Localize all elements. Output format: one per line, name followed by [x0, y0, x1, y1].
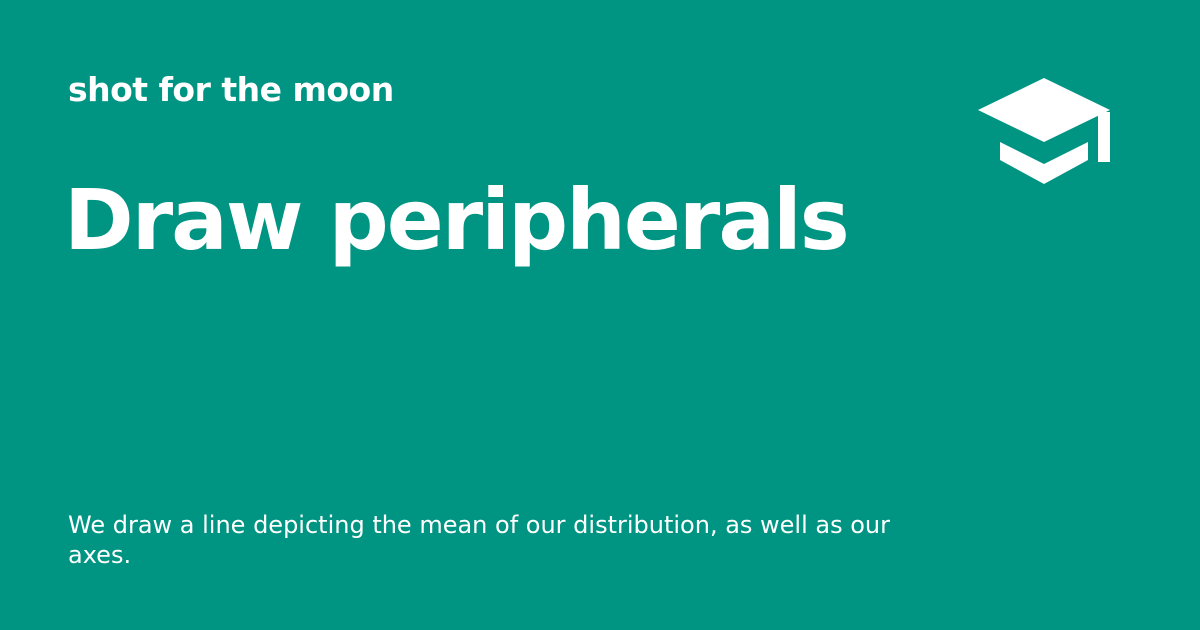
graduation-cap-icon	[978, 78, 1110, 184]
page-title: Draw peripherals	[64, 171, 850, 269]
site-name: shot for the moon	[68, 70, 394, 109]
page-description: We draw a line depicting the mean of our…	[68, 511, 890, 569]
